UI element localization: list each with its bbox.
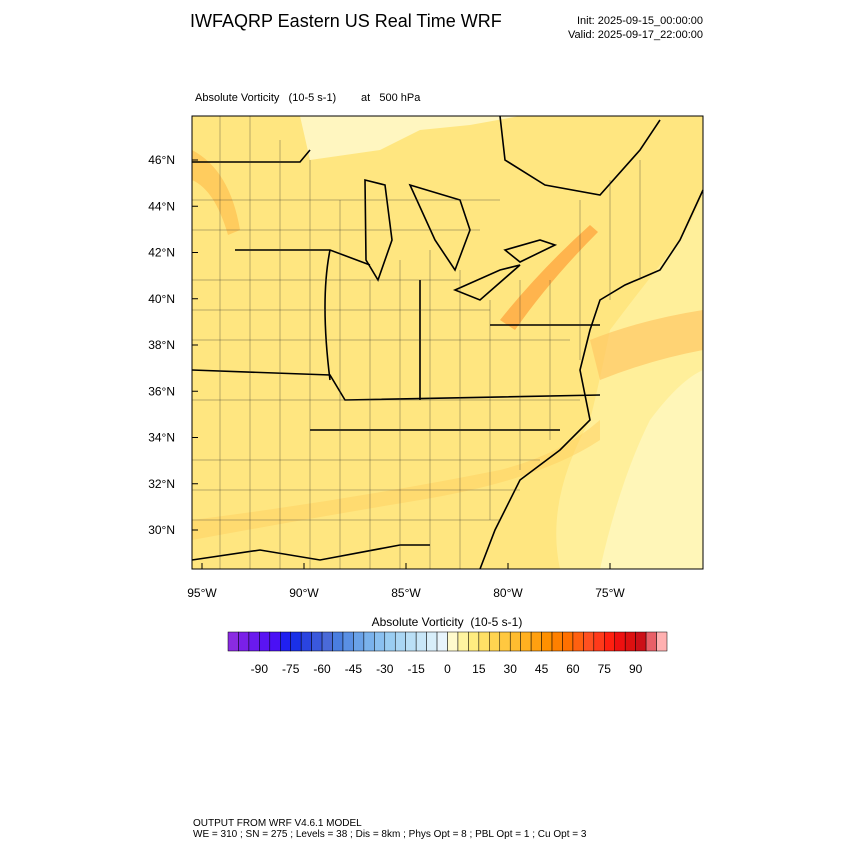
colorbar-label: 0 <box>444 662 451 676</box>
colorbar-box <box>572 631 584 652</box>
borders <box>191 115 704 570</box>
field-level: at 500 hPa <box>361 92 421 104</box>
colorbar-box <box>384 631 396 652</box>
colorbar-label: -45 <box>345 662 363 676</box>
lake-huron <box>408 183 471 272</box>
title: IWFAQRP Eastern US Real Time WRF <box>190 11 502 31</box>
map <box>191 115 704 570</box>
colorbar-box <box>436 631 448 652</box>
colorbar-label: -90 <box>251 662 269 676</box>
lon-label: 85°W <box>391 586 421 600</box>
colorbar-label: 30 <box>504 662 518 676</box>
colorbar-label: -15 <box>407 662 425 676</box>
colorbar-box <box>426 631 438 652</box>
colorbar-box <box>614 631 626 652</box>
colorbar-box <box>509 631 521 652</box>
county-lines <box>192 116 641 569</box>
footer-line: OUTPUT FROM WRF V4.6.1 MODEL <box>193 818 362 829</box>
colorbar-box <box>415 631 427 652</box>
lat-axis: 46°N 44°N 42°N 40°N 38°N 36°N 34°N 32°N 30°N <box>148 153 198 537</box>
vorticity-band <box>192 150 240 235</box>
colorbar-label: 45 <box>535 662 549 676</box>
colorbar-box <box>248 631 260 652</box>
colorbar-label: 15 <box>472 662 486 676</box>
colorbar-box <box>321 631 333 652</box>
colorbar-box <box>374 631 386 652</box>
footer-line: WE = 310 ; SN = 275 ; Levels = 38 ; Dis … <box>193 829 587 840</box>
colorbar-box <box>656 631 668 652</box>
lon-label: 75°W <box>595 586 625 600</box>
lon-label: 95°W <box>187 586 217 600</box>
colorbar-box <box>478 631 490 652</box>
lat-label: 34°N <box>148 431 175 445</box>
colorbar-box <box>300 631 312 652</box>
valid-time: Valid: 2025-09-17_22:00:00 <box>568 29 703 41</box>
colorbar-box <box>520 631 532 652</box>
colorbar-box <box>332 631 344 652</box>
colorbar-box <box>227 631 239 652</box>
init-time: Init: 2025-09-15_00:00:00 <box>577 15 703 27</box>
colorbar-label: 75 <box>598 662 612 676</box>
colorbar-box <box>468 631 480 652</box>
vorticity-band <box>192 420 600 540</box>
lon-label: 80°W <box>493 586 523 600</box>
colorbar-box <box>583 631 595 652</box>
colorbar-box <box>405 631 417 652</box>
colorbar-box <box>290 631 302 652</box>
colorbar: -90 -75 -60 -45 -30 -15 0 15 30 45 60 75 90 <box>227 631 668 676</box>
lake-ontario <box>503 239 558 263</box>
colorbar-box <box>530 631 542 652</box>
lon-axis: 95°W 90°W 85°W 80°W 75°W <box>187 563 625 600</box>
colorbar-box <box>593 631 605 652</box>
colorbar-box <box>499 631 511 652</box>
colorbar-box <box>447 631 459 652</box>
colorbar-box <box>238 631 250 652</box>
colorbar-box <box>624 631 636 652</box>
colorbar-title: Absolute Vorticity (10-5 s-1) <box>372 615 523 629</box>
colorbar-box <box>269 631 281 652</box>
map-frame <box>191 115 704 570</box>
colorbar-box <box>457 631 469 652</box>
colorbar-box <box>311 631 323 652</box>
vorticity-band <box>590 310 703 380</box>
lat-label: 40°N <box>148 292 175 306</box>
colorbar-box <box>363 631 375 652</box>
vorticity-band <box>500 225 598 330</box>
lake-erie <box>452 264 521 301</box>
colorbar-box <box>562 631 574 652</box>
ocean-field <box>600 370 703 569</box>
colorbar-label: -75 <box>282 662 300 676</box>
lat-label: 44°N <box>148 199 175 213</box>
lake-superior <box>300 116 520 160</box>
colorbar-box <box>259 631 271 652</box>
colorbar-box <box>394 631 406 652</box>
lake-michigan <box>364 178 393 282</box>
colorbar-box <box>489 631 501 652</box>
colorbar-label: 90 <box>629 662 643 676</box>
lat-label: 38°N <box>148 338 175 352</box>
colorbar-box <box>342 631 354 652</box>
colorbar-label: -30 <box>376 662 394 676</box>
lat-label: 42°N <box>148 246 175 260</box>
colorbar-box <box>541 631 553 652</box>
colorbar-box <box>280 631 291 652</box>
lon-label: 90°W <box>289 586 319 600</box>
colorbar-label: 60 <box>566 662 580 676</box>
field-name: Absolute Vorticity (10-5 s-1) <box>195 92 336 104</box>
lat-label: 30°N <box>148 523 175 537</box>
lat-label: 36°N <box>148 384 175 398</box>
lat-label: 46°N <box>148 153 175 167</box>
colorbar-box <box>604 631 615 652</box>
colorbar-box <box>645 631 657 652</box>
lat-label: 32°N <box>148 477 175 491</box>
colorbar-box <box>551 631 563 652</box>
colorbar-label: -60 <box>313 662 331 676</box>
colorbar-box <box>635 631 647 652</box>
colorbar-box <box>353 631 365 652</box>
